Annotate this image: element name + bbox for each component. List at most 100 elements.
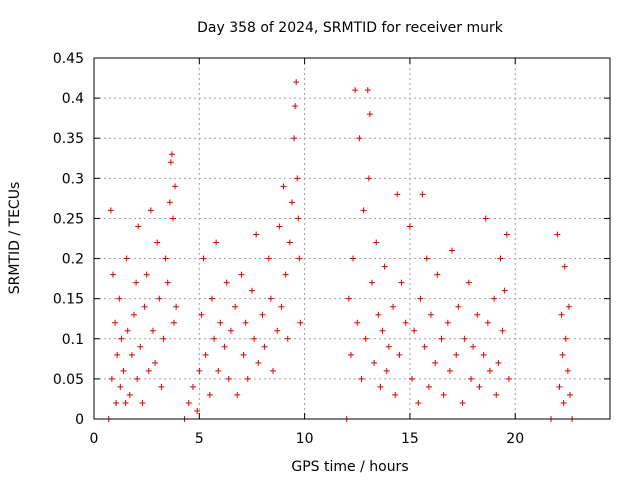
data-point (149, 327, 156, 334)
data-point (217, 319, 224, 326)
data-point (558, 311, 565, 318)
data-point (114, 351, 121, 358)
data-point (213, 239, 220, 246)
data-point (120, 367, 127, 374)
data-point (419, 191, 426, 198)
data-point (221, 343, 228, 350)
data-point (135, 223, 142, 230)
data-point (493, 391, 500, 398)
data-point (265, 255, 272, 262)
data-point (385, 343, 392, 350)
data-point (261, 343, 268, 350)
x-tick-label: 15 (401, 431, 419, 447)
data-point (352, 87, 359, 94)
data-point (234, 391, 241, 398)
data-point (168, 151, 175, 158)
data-point (166, 199, 173, 206)
data-point (566, 391, 573, 398)
y-axis-label: SRMTID / TECUs (7, 182, 23, 295)
y-tick-label: 0.45 (53, 51, 84, 67)
data-point (223, 279, 230, 286)
data-point (200, 255, 207, 262)
data-point (117, 383, 124, 390)
grid-lines (94, 58, 610, 419)
data-point (423, 255, 430, 262)
data-point (296, 255, 303, 262)
y-tick-label: 0.2 (62, 252, 84, 268)
data-point (156, 295, 163, 302)
y-tick-label: 0.1 (62, 332, 84, 348)
data-point (240, 351, 247, 358)
data-point (467, 375, 474, 382)
data-point (259, 311, 266, 318)
data-point (139, 399, 146, 406)
data-point (173, 303, 180, 310)
y-tick-label: 0 (75, 412, 84, 428)
data-point (377, 383, 384, 390)
data-point (411, 327, 418, 334)
data-point (255, 359, 262, 366)
data-point (280, 183, 287, 190)
data-point (480, 351, 487, 358)
x-tick-label: 20 (506, 431, 524, 447)
data-point (145, 367, 152, 374)
data-point (238, 271, 245, 278)
data-point (379, 327, 386, 334)
data-point (402, 319, 409, 326)
data-point (440, 391, 447, 398)
data-point (392, 391, 399, 398)
y-tick-label: 0.35 (53, 131, 84, 147)
data-point (112, 319, 119, 326)
data-point (206, 391, 213, 398)
data-point (167, 159, 174, 166)
y-tick-label: 0.15 (53, 292, 84, 308)
data-point (354, 319, 361, 326)
data-point (365, 175, 372, 182)
data-point (278, 303, 285, 310)
data-point (375, 311, 382, 318)
data-point (137, 343, 144, 350)
data-point (147, 207, 154, 214)
data-point (227, 327, 234, 334)
data-point (202, 351, 209, 358)
data-point (474, 311, 481, 318)
data-point (251, 335, 258, 342)
data-point (154, 239, 161, 246)
data-point (465, 279, 472, 286)
data-point (131, 311, 138, 318)
data-point (459, 399, 466, 406)
data-point (390, 303, 397, 310)
data-point (295, 215, 302, 222)
data-point (495, 359, 502, 366)
data-point (116, 295, 123, 302)
data-point (244, 375, 251, 382)
x-tick-label: 0 (90, 431, 99, 447)
data-point (215, 367, 222, 374)
x-axis-label: GPS time / hours (291, 459, 408, 475)
data-point (434, 271, 441, 278)
data-point (421, 343, 428, 350)
data-point (196, 367, 203, 374)
data-point (232, 303, 239, 310)
data-point (499, 327, 506, 334)
data-point (362, 335, 369, 342)
data-point (562, 335, 569, 342)
data-point (373, 239, 380, 246)
data-point (425, 383, 432, 390)
data-point (242, 319, 249, 326)
data-point (371, 359, 378, 366)
data-point (347, 351, 354, 358)
data-point (409, 375, 416, 382)
data-point (350, 255, 357, 262)
y-tick-label: 0.25 (53, 211, 84, 227)
data-point (358, 375, 365, 382)
data-point (470, 343, 477, 350)
data-point (276, 223, 283, 230)
data-point (134, 375, 141, 382)
data-point (444, 319, 451, 326)
data-point (288, 199, 295, 206)
data-points (105, 79, 576, 422)
data-point (122, 399, 129, 406)
x-tick-label: 10 (296, 431, 314, 447)
data-point (446, 367, 453, 374)
